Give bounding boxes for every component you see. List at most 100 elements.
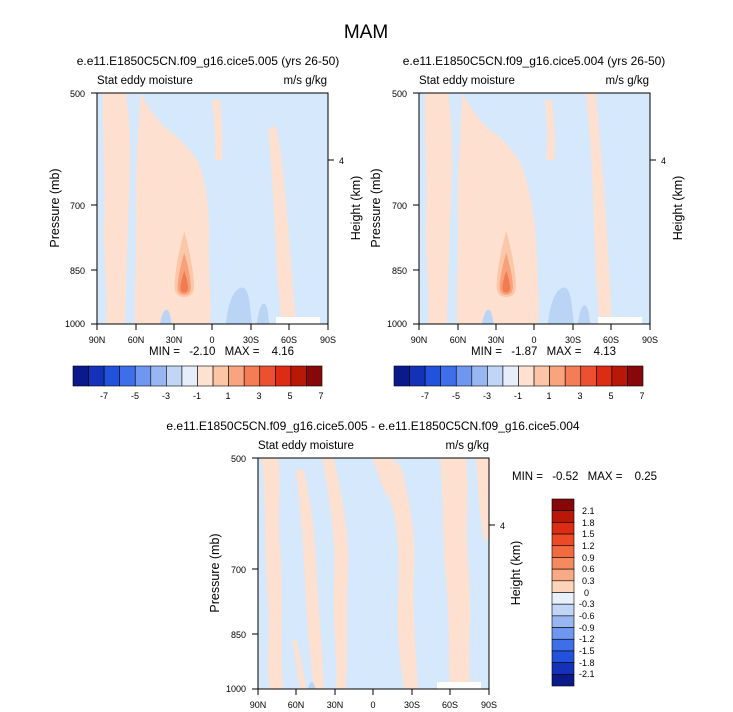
colorbar-box (88, 365, 105, 387)
panel-1-gap (276, 317, 320, 324)
panel-3-ytick: 700 (231, 565, 246, 575)
panel-3-stats: MIN = -0.52 MAX = 0.25 (512, 471, 657, 483)
panel-1-peak (172, 218, 197, 300)
colorbar-box (471, 365, 488, 387)
panel-2-colorbar-label: 1 (546, 391, 551, 401)
panel-1-negative-blob-1 (226, 287, 252, 324)
colorbar-box (306, 365, 323, 387)
panel-1-colorbar-label: 5 (287, 391, 292, 401)
panel-1-ytick-right: 4 (339, 156, 344, 166)
panel-2-gap (598, 317, 642, 324)
panel-1-xtick: 60S (281, 335, 297, 345)
colorbar-box (290, 365, 307, 387)
panel-1-ytick: 700 (70, 201, 85, 211)
colorbar-box (197, 365, 214, 387)
panel-3-max-value: 0.25 (635, 471, 657, 483)
panel-2-ylabel-right: Height (km) (671, 176, 685, 241)
panel-3-colorbar-label: -1.8 (579, 658, 595, 668)
panel-1-colorbar-label: -1 (193, 391, 201, 401)
panel-2-positive-band-left (424, 93, 453, 324)
colorbar-box (551, 498, 575, 511)
panel-2-peak (494, 218, 519, 300)
panel-3-colorbar-label: -0.9 (579, 623, 595, 633)
panel-2-max-value: 4.13 (594, 346, 616, 358)
colorbar-box (243, 365, 261, 387)
colorbar-box (455, 365, 473, 387)
colorbar-box (166, 365, 183, 387)
panel-1-ylabel-right: Height (km) (349, 176, 363, 241)
colorbar-box (228, 365, 245, 387)
panel-3-colorbar-label: 0.3 (582, 576, 595, 586)
colorbar-box (533, 365, 550, 387)
panel-2-yticks: 500 700 850 1000 4 (387, 89, 666, 329)
panel-1-colorbar-label: -3 (162, 391, 170, 401)
panel-3-max-label: MAX = (588, 471, 623, 483)
panel-2-xtick: 90S (642, 335, 658, 345)
colorbar-box (440, 365, 457, 387)
panel-1-min-label: MIN = (149, 346, 180, 358)
panel-1-left-label: Stat eddy moisture (97, 75, 193, 87)
colorbar-box (150, 365, 167, 387)
colorbar-box (627, 365, 644, 387)
panel-1-ytick: 850 (70, 266, 85, 276)
panel-3-ytick: 850 (231, 630, 246, 640)
panel-2-ytick: 1000 (387, 319, 407, 329)
panel-1-ytick: 500 (70, 89, 85, 99)
colorbar-box (181, 365, 198, 387)
colorbar-box (502, 365, 519, 387)
panel-2-stats: MIN = -1.87 MAX = 4.13 (471, 346, 616, 358)
colorbar-box (564, 365, 582, 387)
panel-1-negative-blob-3 (257, 303, 270, 324)
panel-1-max-value: 4.16 (272, 346, 294, 358)
colorbar-box (487, 365, 504, 387)
colorbar-box (551, 557, 575, 570)
panel-1-max-label: MAX = (225, 346, 260, 358)
panel-2-colorbar-label: 7 (639, 391, 644, 401)
panel-3-colorbar-label: -0.6 (579, 611, 595, 621)
panel-2-colorbar-label: -7 (421, 391, 429, 401)
panel-3-gap (437, 682, 481, 689)
panel-2-positive-band-south (586, 93, 612, 324)
panel-2-xtick: 90N (411, 335, 428, 345)
panel-3-positive-band-3 (322, 458, 349, 689)
panel-2-xtick: 0 (531, 335, 536, 345)
panel-1-background (97, 93, 328, 324)
colorbar-box (551, 638, 575, 652)
peak-contour-level-4 (180, 270, 189, 293)
panel-2-ylabel: Pressure (mb) (369, 168, 383, 247)
panel-2-plot-area (418, 92, 651, 325)
panel-3-ylabel-right: Height (km) (509, 541, 523, 606)
colorbar-box (134, 365, 152, 387)
panel-3-positive-band-6 (476, 458, 489, 540)
panel-3-colorbar-label: 0 (584, 588, 589, 598)
panel-1-xtick: 30N (166, 335, 183, 345)
panel-2-negative-blob-1 (548, 287, 574, 324)
colorbar-box (119, 365, 136, 387)
panel-1-right-label: m/s g/kg (284, 75, 327, 87)
panel-3-yticks: 500 700 850 1000 4 (226, 454, 505, 694)
colorbar-box (551, 650, 575, 663)
panel-2-negative-blob-3 (578, 305, 591, 324)
panel-2-xtick: 30N (488, 335, 505, 345)
panel-3-colorbar-label: 0.9 (582, 553, 595, 563)
panel-2-xtick: 60N (450, 335, 467, 345)
panel-2-min-label: MIN = (471, 346, 502, 358)
panel-1: e.e11.E1850C5CN.f09_g16.cice5.005 (yrs 2… (48, 54, 363, 401)
panel-1-xtick: 90S (320, 335, 336, 345)
panel-3-xtick: 0 (370, 700, 375, 710)
colorbar-box (259, 365, 276, 387)
panel-1-yticks: 500 700 850 1000 4 (65, 89, 344, 329)
panel-2-colorbar-label: -3 (483, 391, 491, 401)
colorbar-box (551, 615, 575, 628)
panel-1-xtick: 0 (209, 335, 214, 345)
panel-2-ytick: 700 (392, 201, 407, 211)
colorbar-box (551, 533, 575, 547)
panel-2-max-label: MAX = (547, 346, 582, 358)
panel-3-min-value: -0.52 (552, 471, 578, 483)
panel-3-positive-band-5 (440, 458, 470, 689)
colorbar-box (551, 674, 575, 687)
colorbar-box (580, 365, 597, 387)
colorbar-box (275, 365, 292, 387)
colorbar-box (518, 365, 535, 387)
panel-3-xtick: 90S (481, 700, 497, 710)
